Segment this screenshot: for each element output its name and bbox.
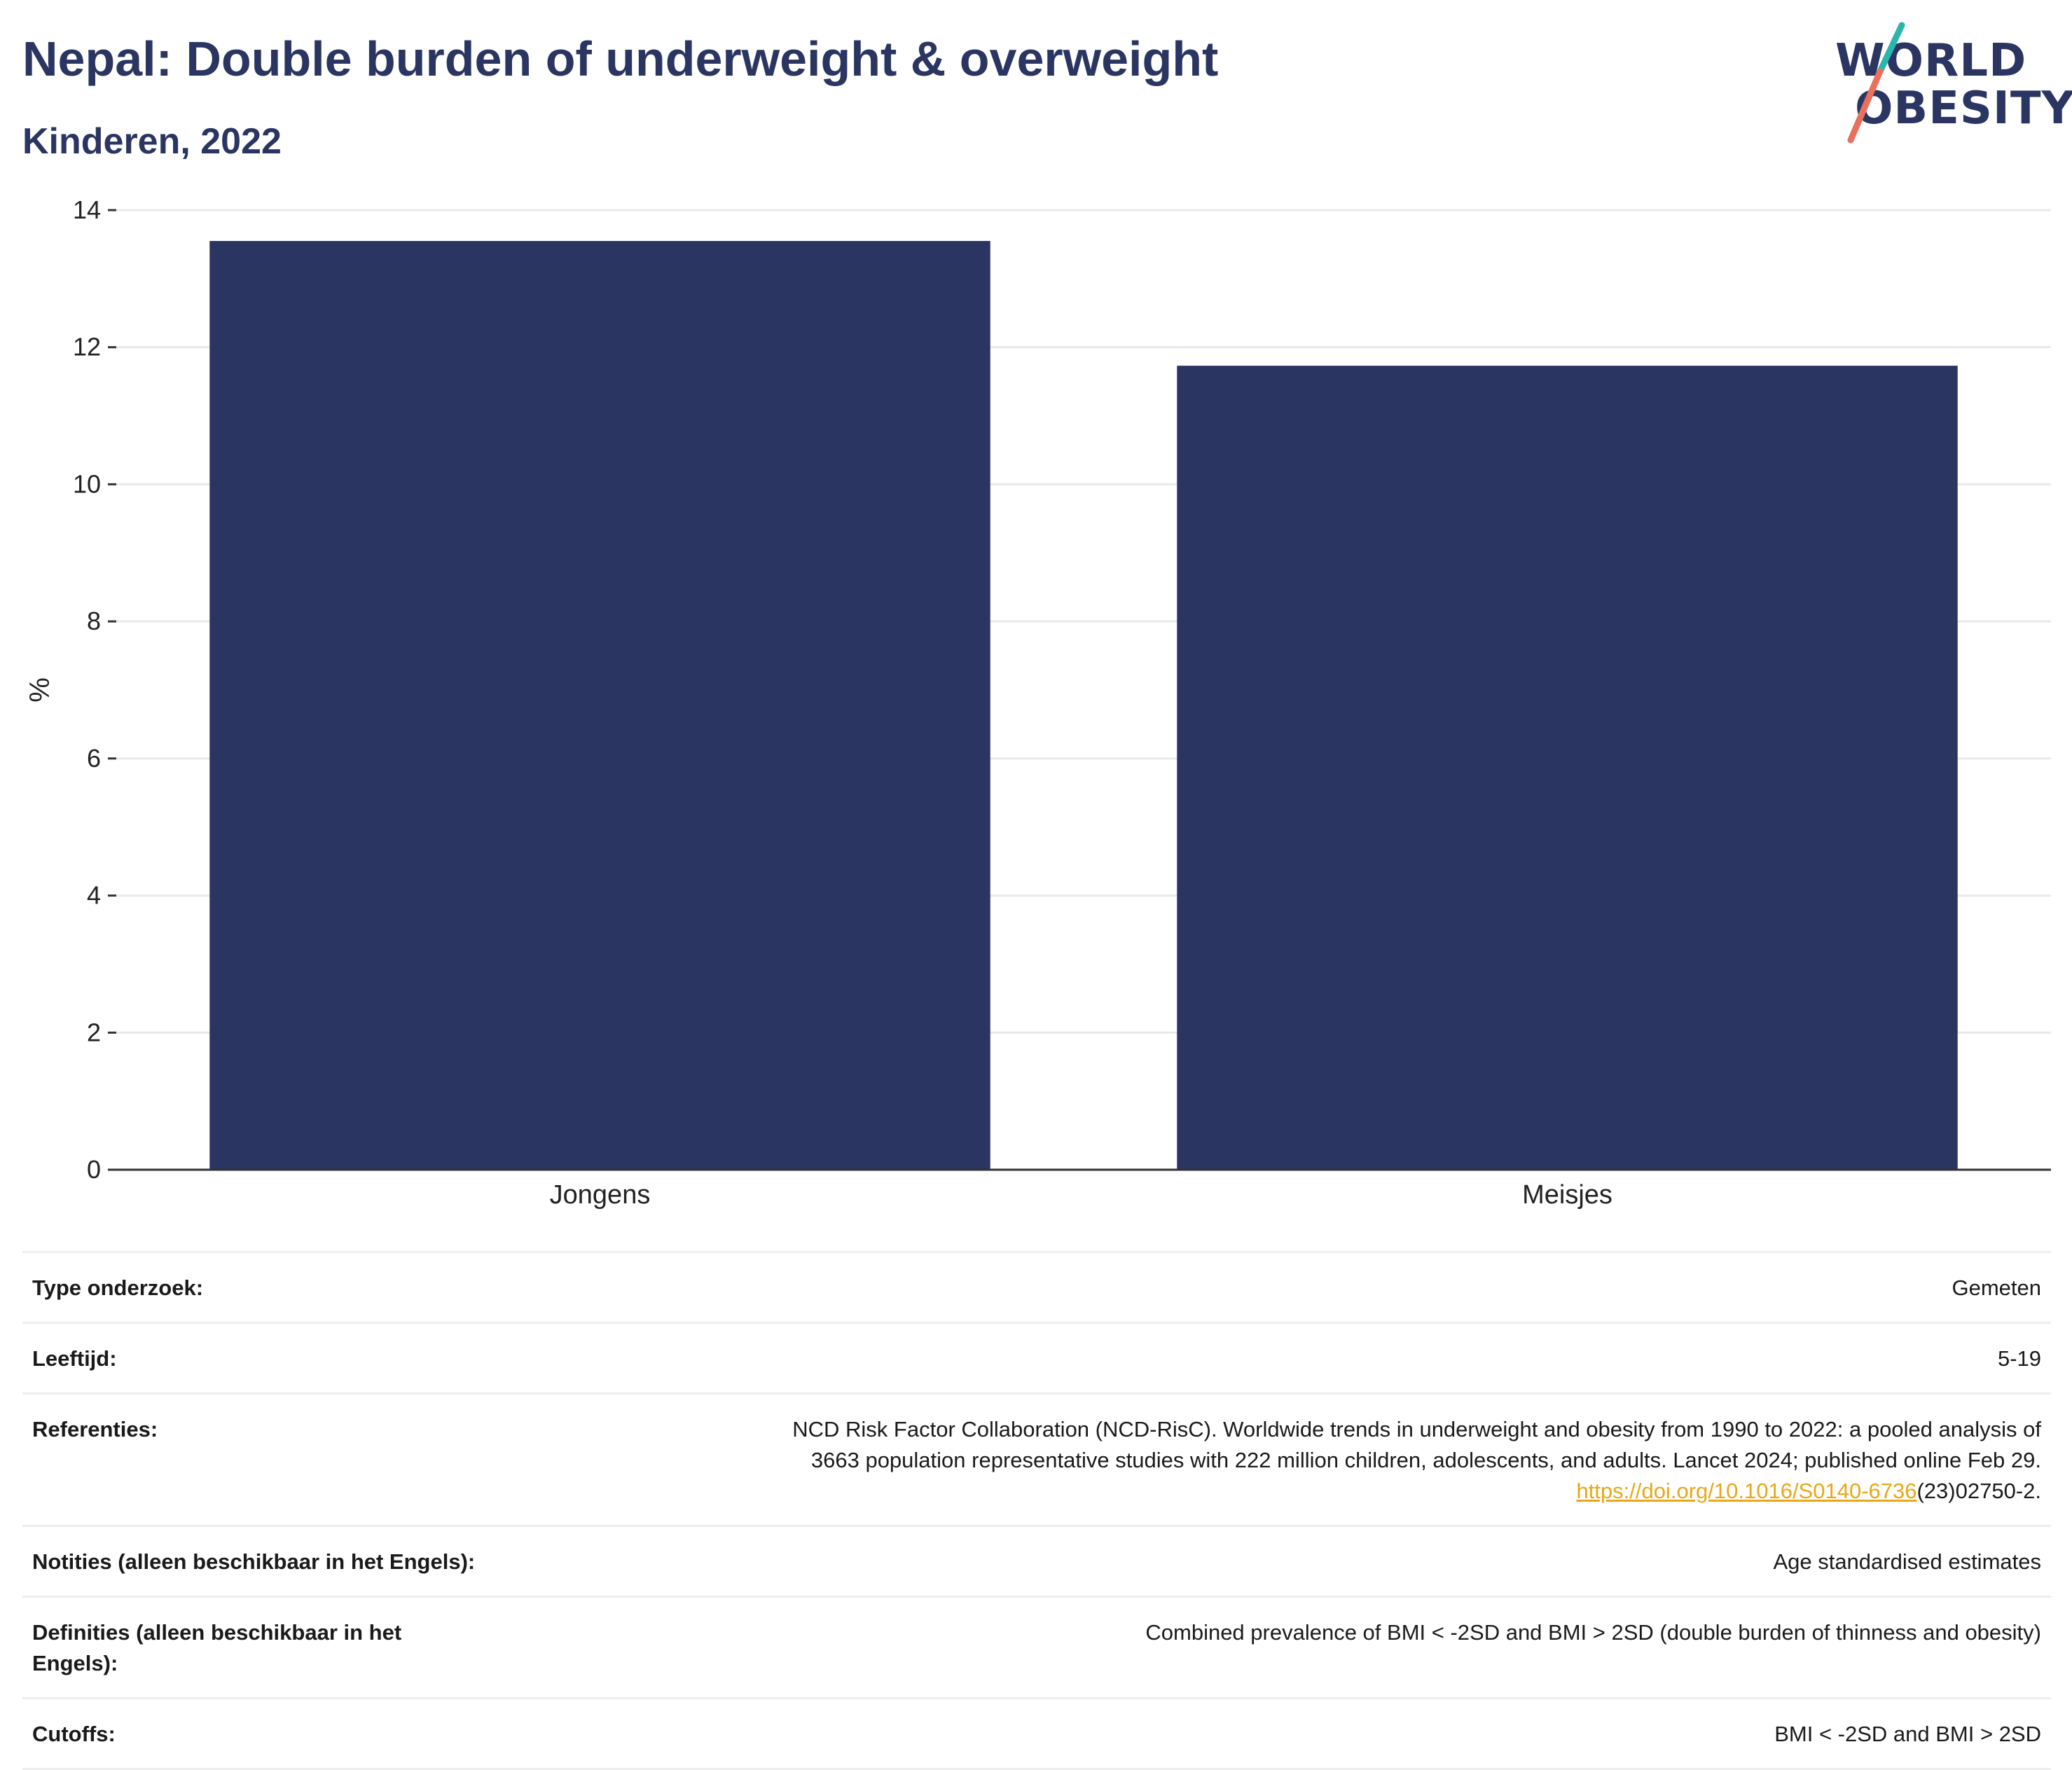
- info-value-notes: Age standardised estimates: [490, 1525, 2051, 1597]
- info-label-age: Leeftijd:: [22, 1322, 490, 1394]
- chart-subtitle: Kinderen, 2022: [22, 121, 282, 162]
- bar-jongens: [209, 241, 990, 1170]
- logo-slash-icon: [1847, 22, 1905, 144]
- info-table: Type onderzoek: Gemeten Leeftijd: 5-19 R…: [22, 1251, 2051, 1770]
- info-label-cutoffs: Cutoffs:: [22, 1697, 490, 1770]
- info-row-references: Referenties: NCD Risk Factor Collaborati…: [22, 1392, 2051, 1526]
- reference-doi-suffix: (23)02750-2.: [1916, 1479, 2041, 1503]
- info-row-type: Type onderzoek: Gemeten: [22, 1251, 2051, 1323]
- logo-text-world: WORLD: [1835, 35, 2027, 87]
- info-value-cutoffs: BMI < -2SD and BMI > 2SD: [490, 1697, 2051, 1770]
- y-tick-label: 6: [87, 744, 101, 773]
- info-label-notes: Notities (alleen beschikbaar in het Enge…: [22, 1525, 490, 1597]
- bar-meisjes: [1177, 366, 1958, 1170]
- reference-text-line2: 3663 population representative studies w…: [810, 1448, 2041, 1472]
- bar-chart: 0 2 4 6 8 10 12 14 Jongens Meisjes%: [25, 195, 2051, 1210]
- y-tick-label: 10: [73, 469, 101, 498]
- y-axis-label: %: [25, 677, 55, 703]
- info-value-definitions: Combined prevalence of BMI < -2SD and BM…: [490, 1596, 2051, 1699]
- info-row-cutoffs: Cutoffs: BMI < -2SD and BMI > 2SD: [22, 1697, 2051, 1770]
- x-tick-label: Meisjes: [1522, 1180, 1612, 1210]
- y-tick-label: 0: [87, 1155, 101, 1184]
- reference-doi-link[interactable]: https://doi.org/10.1016/S0140-6736: [1576, 1479, 1917, 1503]
- reference-text-line1: NCD Risk Factor Collaboration (NCD-RisC)…: [792, 1417, 2041, 1441]
- info-value-age: 5-19: [490, 1322, 2051, 1394]
- world-obesity-logo: WORLD OBESITY: [1821, 21, 2072, 147]
- info-value-type: Gemeten: [490, 1251, 2051, 1323]
- info-row-notes: Notities (alleen beschikbaar in het Enge…: [22, 1525, 2051, 1597]
- chart-title: Nepal: Double burden of underweight & ov…: [22, 32, 1219, 86]
- info-label-references: Referenties:: [22, 1392, 490, 1526]
- info-label-type: Type onderzoek:: [22, 1251, 490, 1323]
- info-row-age: Leeftijd: 5-19: [22, 1322, 2051, 1394]
- info-value-references: NCD Risk Factor Collaboration (NCD-RisC)…: [490, 1392, 2051, 1526]
- y-tick-label: 14: [73, 195, 101, 224]
- info-row-definitions: Definities (alleen beschikbaar in het En…: [22, 1596, 2051, 1699]
- y-tick-label: 12: [73, 333, 101, 361]
- y-tick-label: 8: [87, 607, 101, 635]
- y-tick-label: 2: [87, 1018, 101, 1046]
- x-tick-label: Jongens: [550, 1180, 651, 1210]
- info-label-definitions: Definities (alleen beschikbaar in het En…: [22, 1596, 490, 1699]
- y-tick-label: 4: [87, 881, 101, 910]
- logo-text-obesity: OBESITY: [1855, 83, 2072, 134]
